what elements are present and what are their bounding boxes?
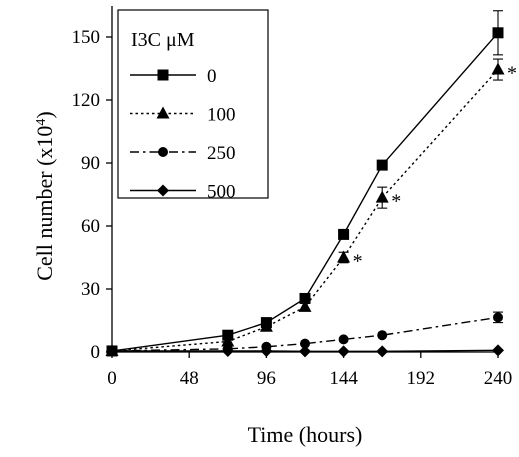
legend-entry: 250 <box>130 143 236 164</box>
y-axis: 0 30 60 90 120 150 <box>72 6 113 363</box>
y-axis-title-main: Cell number (x10 <box>32 126 57 281</box>
data-point-circle <box>493 312 503 323</box>
legend-title: I3C μM <box>131 29 195 51</box>
legend: I3C μM 0 100 250 500 <box>117 9 269 203</box>
y-axis-title-suffix: ) <box>32 111 57 118</box>
y-tick-label: 120 <box>72 90 101 111</box>
x-axis: 0 48 96 144 192 240 <box>107 351 512 389</box>
legend-marker-diamond <box>157 184 169 197</box>
data-point-square <box>338 228 350 240</box>
legend-entry: 500 <box>130 182 236 203</box>
data-point-triangle <box>375 190 389 203</box>
data-point-diamond <box>337 345 350 358</box>
data-point-circle <box>261 341 272 352</box>
significance-asterisk: * <box>391 191 401 213</box>
legend-label: 0 <box>207 66 217 87</box>
y-tick-label: 60 <box>81 216 100 237</box>
legend-marker-triangle <box>156 106 170 119</box>
y-tick-label: 90 <box>81 153 100 174</box>
y-tick-label: 0 <box>91 342 101 363</box>
x-tick-label: 144 <box>329 368 358 389</box>
x-axis-title: Time (hours) <box>248 422 363 447</box>
legend-marker-square <box>157 69 169 81</box>
data-point-square <box>260 317 272 329</box>
y-tick-label: 150 <box>72 27 101 48</box>
data-point-diamond <box>376 345 389 358</box>
data-point-triangle <box>337 250 351 263</box>
significance-asterisk: * <box>507 63 517 85</box>
legend-entries: 0 100 250 500 <box>130 66 236 203</box>
data-point-square <box>222 329 234 341</box>
y-axis-title-group: Cell number (x104) <box>32 111 57 281</box>
x-axis-ticks: 0 48 96 144 192 240 <box>107 352 512 389</box>
y-axis-ticks: 0 30 60 90 120 150 <box>72 27 112 363</box>
x-tick-label: 240 <box>484 368 513 389</box>
data-point-square <box>299 292 311 304</box>
legend-label: 100 <box>207 105 236 126</box>
data-point-diamond <box>299 345 311 358</box>
data-point-square <box>106 345 118 357</box>
data-point-circle <box>300 338 310 349</box>
legend-label: 500 <box>207 182 236 203</box>
legend-entry: 100 <box>130 105 236 126</box>
data-point-circle <box>377 330 388 341</box>
y-tick-label: 30 <box>81 279 100 300</box>
legend-box <box>117 9 269 199</box>
legend-label: 250 <box>207 143 236 164</box>
plot-area: * * * <box>105 10 517 358</box>
data-point-triangle <box>491 62 505 75</box>
data-point-square <box>492 27 504 39</box>
data-point-triangle <box>298 299 312 312</box>
legend-marker-circle <box>158 147 168 157</box>
y-axis-title-superscript: 4 <box>34 119 49 126</box>
data-point-square <box>376 159 388 171</box>
legend-entry: 0 <box>130 66 217 87</box>
series-0 <box>106 10 504 357</box>
x-tick-label: 48 <box>180 368 199 389</box>
significance-asterisk: * <box>353 251 363 273</box>
data-point-circle <box>338 334 349 345</box>
y-axis-title: Cell number (x104) <box>32 111 57 281</box>
x-tick-label: 192 <box>407 368 436 389</box>
x-tick-label: 0 <box>107 368 117 389</box>
x-tick-label: 96 <box>257 368 276 389</box>
data-point-diamond <box>492 344 504 357</box>
series-100: * * * <box>105 58 517 356</box>
